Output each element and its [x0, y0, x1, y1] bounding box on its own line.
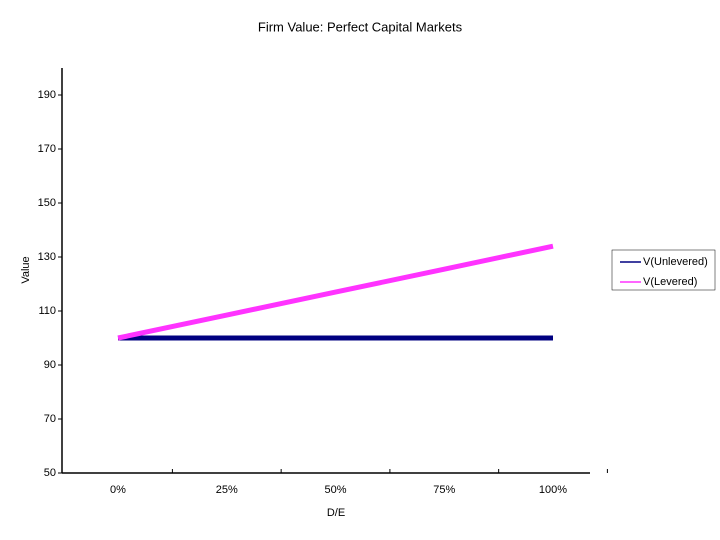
- x-tick-label: 75%: [433, 484, 455, 496]
- chart-title: Firm Value: Perfect Capital Markets: [258, 19, 463, 34]
- y-tick-label: 130: [38, 251, 56, 263]
- y-tick-label: 110: [38, 305, 56, 317]
- x-tick-label: 50%: [324, 484, 346, 496]
- y-tick-label: 70: [44, 413, 56, 425]
- x-axis-label: D/E: [327, 507, 345, 519]
- y-tick-label: 190: [38, 89, 56, 101]
- x-tick-label: 0%: [110, 484, 126, 496]
- legend-box: [611, 249, 716, 291]
- y-tick-label: 90: [44, 359, 56, 371]
- x-tick-label: 25%: [216, 484, 238, 496]
- x-tick-label: 100%: [539, 484, 567, 496]
- y-tick-label: 150: [38, 197, 56, 209]
- legend-label: V(Unlevered): [643, 256, 708, 268]
- y-axis-label: Value: [20, 256, 32, 283]
- y-tick-label: 170: [38, 143, 56, 155]
- legend-label: V(Levered): [643, 276, 697, 288]
- y-tick-label: 50: [44, 467, 56, 479]
- series-line: [117, 243, 554, 341]
